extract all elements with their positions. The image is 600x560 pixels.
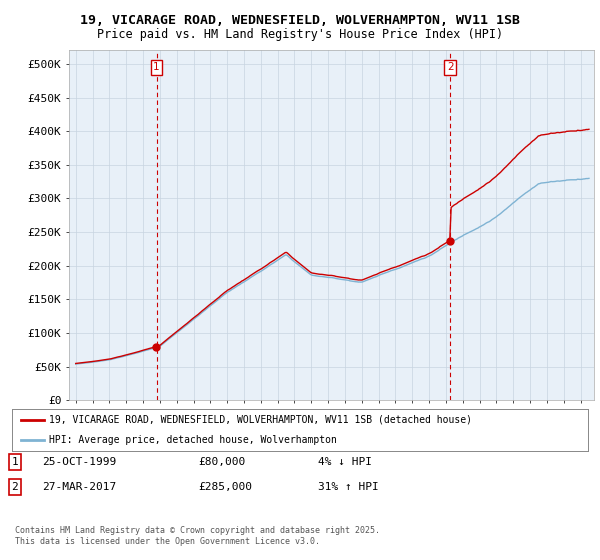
Text: 27-MAR-2017: 27-MAR-2017: [42, 482, 116, 492]
Text: 2: 2: [11, 482, 19, 492]
Text: £80,000: £80,000: [198, 457, 245, 467]
Text: 31% ↑ HPI: 31% ↑ HPI: [318, 482, 379, 492]
Text: 4% ↓ HPI: 4% ↓ HPI: [318, 457, 372, 467]
Text: £285,000: £285,000: [198, 482, 252, 492]
Text: 19, VICARAGE ROAD, WEDNESFIELD, WOLVERHAMPTON, WV11 1SB: 19, VICARAGE ROAD, WEDNESFIELD, WOLVERHA…: [80, 14, 520, 27]
Text: Contains HM Land Registry data © Crown copyright and database right 2025.: Contains HM Land Registry data © Crown c…: [15, 526, 380, 535]
Text: 1: 1: [11, 457, 19, 467]
Text: 2: 2: [447, 62, 454, 72]
Text: 25-OCT-1999: 25-OCT-1999: [42, 457, 116, 467]
Text: 19, VICARAGE ROAD, WEDNESFIELD, WOLVERHAMPTON, WV11 1SB (detached house): 19, VICARAGE ROAD, WEDNESFIELD, WOLVERHA…: [49, 415, 472, 424]
Text: This data is licensed under the Open Government Licence v3.0.: This data is licensed under the Open Gov…: [15, 538, 320, 547]
Text: Price paid vs. HM Land Registry's House Price Index (HPI): Price paid vs. HM Land Registry's House …: [97, 28, 503, 41]
Text: HPI: Average price, detached house, Wolverhampton: HPI: Average price, detached house, Wolv…: [49, 435, 337, 445]
Text: 1: 1: [153, 62, 160, 72]
